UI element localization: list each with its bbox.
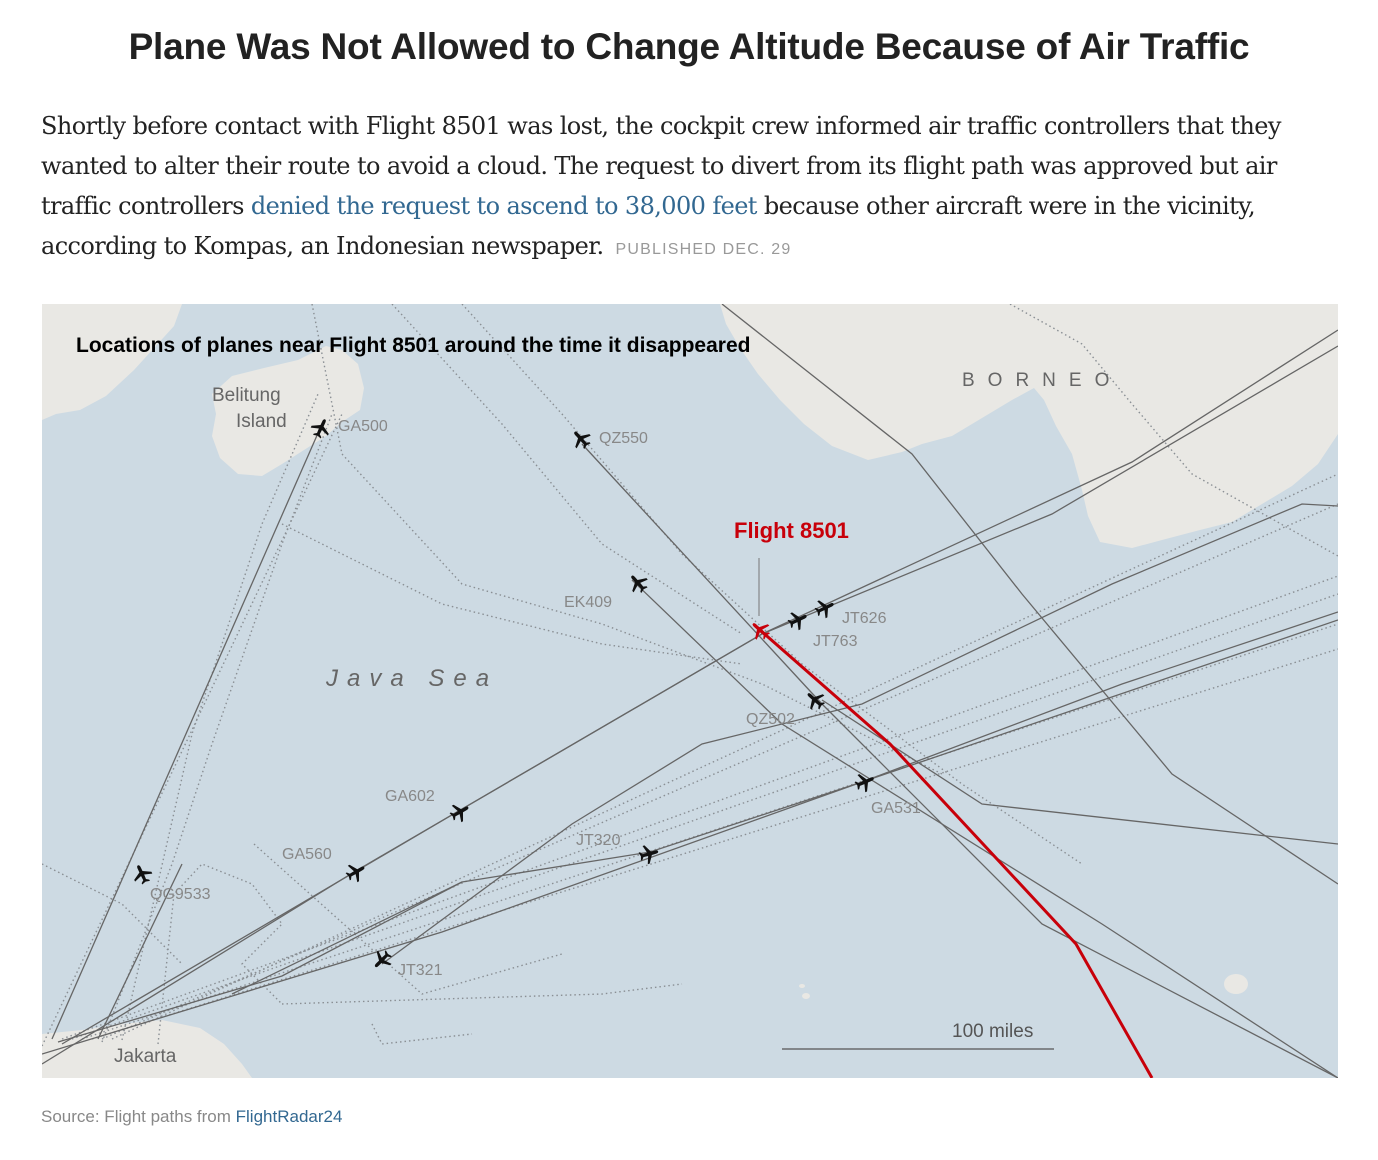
flight-label-ga500: GA500 <box>338 418 388 435</box>
java-coast <box>42 1020 252 1078</box>
flight-label-jt320: JT320 <box>576 832 621 849</box>
flightradar24-link[interactable]: FlightRadar24 <box>235 1107 343 1126</box>
dotted-flight-paths <box>42 304 1338 1047</box>
headline: Plane Was Not Allowed to Change Altitude… <box>128 26 1250 67</box>
map-title: Locations of planes near Flight 8501 aro… <box>76 334 750 357</box>
flight-8501-label: Flight 8501 <box>734 518 849 543</box>
source-prefix: Source: Flight paths from <box>41 1107 236 1126</box>
flight-map: Flight 8501 GA500 QZ550 EK409 JT626 JT76… <box>42 304 1338 1078</box>
source-note: Source: Flight paths from FlightRadar24 <box>41 1107 342 1127</box>
flight-label-jt321: JT321 <box>398 962 443 979</box>
belitung-island <box>212 346 364 476</box>
lede-text-end: because other aircraft were in the vicin… <box>41 192 1256 260</box>
flight-label-jt763: JT763 <box>813 633 858 650</box>
flight-routes <box>42 304 1338 1078</box>
island <box>1224 974 1248 994</box>
map-svg: Flight 8501 GA500 QZ550 EK409 JT626 JT76… <box>42 304 1338 1078</box>
flight-label-ek409: EK409 <box>564 594 612 611</box>
flight-label-ga602: GA602 <box>385 788 435 805</box>
place-borneo: BORNEO <box>962 370 1122 391</box>
published-date: PUBLISHED DEC. 29 <box>615 241 792 258</box>
flight-label-qz550: QZ550 <box>599 430 648 447</box>
scale-label: 100 miles <box>952 1021 1033 1042</box>
place-belitung: Belitung <box>212 385 281 406</box>
flight-label-qg9533: QG9533 <box>150 886 211 903</box>
island <box>802 993 810 999</box>
flight-8501-path <box>759 628 1154 1078</box>
flight-label-ga560: GA560 <box>282 846 332 863</box>
borneo-coast <box>720 304 1338 548</box>
flight-label-qz502: QZ502 <box>746 711 795 728</box>
place-jakarta: Jakarta <box>114 1046 177 1067</box>
place-belitung-island: Island <box>236 411 287 432</box>
island <box>799 984 805 988</box>
lede-text: Shortly before contact with Flight 8501 … <box>41 112 1281 220</box>
bangka-coast <box>42 304 182 420</box>
flight-label-ga531: GA531 <box>871 800 921 817</box>
lede-paragraph: Shortly before contact with Flight 8501 … <box>41 106 1341 270</box>
flight-label-jt626: JT626 <box>842 610 887 627</box>
denied-request-link[interactable]: denied the request to ascend to 38,000 f… <box>250 192 758 220</box>
place-java-sea: Java Sea <box>325 665 498 692</box>
